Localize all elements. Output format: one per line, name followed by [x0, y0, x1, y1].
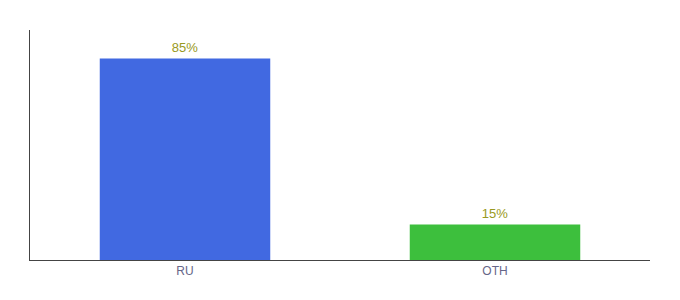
- svg-text:OTH: OTH: [482, 264, 507, 278]
- svg-text:15%: 15%: [482, 206, 508, 221]
- svg-text:85%: 85%: [172, 40, 198, 55]
- svg-text:RU: RU: [176, 264, 193, 278]
